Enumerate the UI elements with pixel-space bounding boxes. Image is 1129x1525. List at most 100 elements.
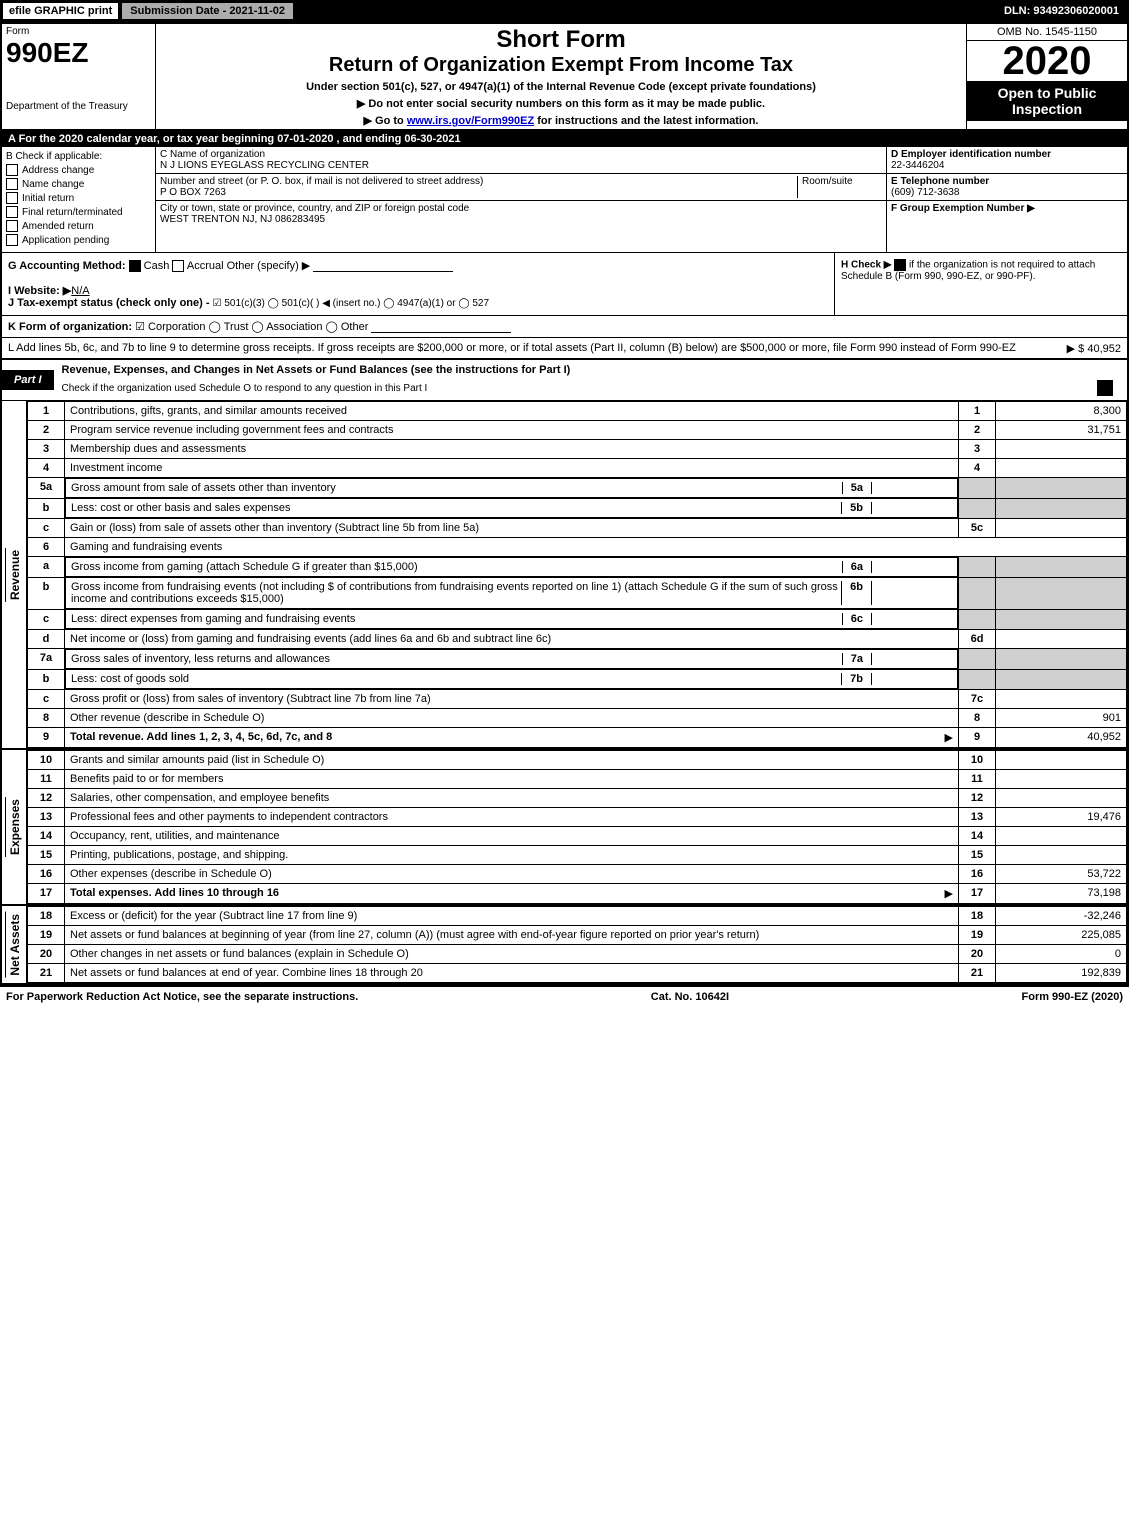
chk-cash[interactable] [129, 260, 141, 272]
lbl-final: Final return/terminated [22, 207, 123, 218]
expenses-section: Expenses 10Grants and similar amounts pa… [2, 750, 1127, 906]
l-text: L Add lines 5b, 6c, and 7b to line 9 to … [8, 342, 1016, 354]
line-12: Salaries, other compensation, and employ… [65, 789, 959, 808]
irs-link[interactable]: www.irs.gov/Form990EZ [407, 115, 534, 127]
check-applicable: B Check if applicable: Address change Na… [2, 147, 156, 252]
chk-amended[interactable] [6, 220, 18, 232]
print-button[interactable]: efile GRAPHIC print [2, 2, 119, 20]
gh-row: G Accounting Method: Cash Accrual Other … [2, 253, 1127, 316]
subtitle-ssn: ▶ Do not enter social security numbers o… [162, 97, 960, 110]
org-info: C Name of organization N J LIONS EYEGLAS… [156, 147, 886, 252]
part1-header: Part I Revenue, Expenses, and Changes in… [2, 359, 1127, 401]
city-label: City or town, state or province, country… [160, 203, 469, 214]
line-3: Membership dues and assessments [65, 440, 959, 459]
revenue-table: 1Contributions, gifts, grants, and simil… [27, 401, 1127, 748]
sub-6a: 6a [842, 561, 872, 573]
title-short-form: Short Form [162, 26, 960, 54]
line-9: Total revenue. Add lines 1, 2, 3, 4, 5c,… [70, 731, 332, 743]
amt-3 [996, 440, 1127, 459]
tax-year: 2020 [967, 41, 1127, 81]
lbl-other: Other (specify) ▶ [227, 260, 311, 272]
line-21: Net assets or fund balances at end of ye… [65, 964, 959, 983]
line-1: Contributions, gifts, grants, and simila… [65, 402, 959, 421]
part1-sub: Check if the organization used Schedule … [62, 383, 1097, 394]
line-15: Printing, publications, postage, and shi… [65, 846, 959, 865]
line-11: Benefits paid to or for members [65, 770, 959, 789]
chk-part1-o[interactable] [1097, 380, 1113, 396]
footer-mid: Cat. No. 10642I [651, 991, 729, 1003]
part1-title: Revenue, Expenses, and Changes in Net As… [54, 360, 1127, 380]
line-5a: Gross amount from sale of assets other t… [71, 482, 842, 494]
chk-address[interactable] [6, 164, 18, 176]
right-info: D Employer identification number 22-3446… [886, 147, 1127, 252]
chk-initial[interactable] [6, 192, 18, 204]
department: Department of the Treasury [6, 101, 151, 112]
amt-19: 225,085 [996, 926, 1127, 945]
line-4: Investment income [65, 459, 959, 478]
l-row: L Add lines 5b, 6c, and 7b to line 9 to … [2, 338, 1127, 359]
footer: For Paperwork Reduction Act Notice, see … [0, 987, 1129, 1007]
amt-6d [996, 630, 1127, 649]
dln: DLN: 93492306020001 [994, 3, 1129, 19]
addr-label: Number and street (or P. O. box, if mail… [160, 176, 483, 187]
side-revenue: Revenue [5, 548, 24, 602]
header-mid: Short Form Return of Organization Exempt… [156, 24, 966, 129]
title-return: Return of Organization Exempt From Incom… [162, 54, 960, 77]
line-16: Other expenses (describe in Schedule O) [65, 865, 959, 884]
line-6a: Gross income from gaming (attach Schedul… [71, 561, 842, 573]
city-val: WEST TRENTON NJ, NJ 086283495 [160, 214, 325, 225]
sub-6c: 6c [842, 613, 872, 625]
sub-5a: 5a [842, 482, 872, 494]
addr-val: P O BOX 7263 [160, 187, 226, 198]
goto-pre: ▶ Go to [364, 115, 407, 127]
line-6d: Net income or (loss) from gaming and fun… [65, 630, 959, 649]
room-suite: Room/suite [797, 176, 882, 198]
chk-name[interactable] [6, 178, 18, 190]
netassets-table: 18Excess or (deficit) for the year (Subt… [27, 906, 1127, 983]
k-label: K Form of organization: [8, 321, 132, 333]
form-number: 990EZ [6, 37, 151, 69]
amt-10 [996, 751, 1127, 770]
ein: 22-3446204 [891, 160, 944, 171]
amt-14 [996, 827, 1127, 846]
header-right: OMB No. 1545-1150 2020 Open to Public In… [966, 24, 1127, 129]
amt-8: 901 [996, 709, 1127, 728]
chk-pending[interactable] [6, 234, 18, 246]
g-label: G Accounting Method: [8, 260, 126, 272]
h-label: H Check ▶ [841, 260, 891, 271]
lbl-address: Address change [22, 165, 94, 176]
h-section: H Check ▶ if the organization is not req… [834, 253, 1127, 315]
l-amt: ▶ $ 40,952 [1067, 342, 1121, 355]
chk-final[interactable] [6, 206, 18, 218]
header-left: Form 990EZ Department of the Treasury [2, 24, 156, 129]
line-20: Other changes in net assets or fund bala… [65, 945, 959, 964]
j-opts: ☑ 501(c)(3) ◯ 501(c)( ) ◀ (insert no.) ◯… [213, 298, 489, 309]
goto-post: for instructions and the latest informat… [534, 115, 758, 127]
amt-17: 73,198 [996, 884, 1127, 904]
top-bar: efile GRAPHIC print Submission Date - 20… [0, 0, 1129, 22]
amt-7c [996, 690, 1127, 709]
amt-13: 19,476 [996, 808, 1127, 827]
d-label: D Employer identification number [891, 149, 1051, 160]
line-17: Total expenses. Add lines 10 through 16 [70, 887, 279, 899]
line-6b: Gross income from fundraising events (no… [71, 581, 841, 605]
line-8: Other revenue (describe in Schedule O) [65, 709, 959, 728]
part1-label: Part I [2, 370, 54, 390]
subtitle-goto: ▶ Go to www.irs.gov/Form990EZ for instru… [162, 114, 960, 127]
line-14: Occupancy, rent, utilities, and maintena… [65, 827, 959, 846]
chk-h[interactable] [894, 259, 906, 271]
amt-15 [996, 846, 1127, 865]
form-header: Form 990EZ Department of the Treasury Sh… [2, 24, 1127, 131]
amt-11 [996, 770, 1127, 789]
amt-1: 8,300 [996, 402, 1127, 421]
netassets-section: Net Assets 18Excess or (deficit) for the… [2, 906, 1127, 985]
line-5b: Less: cost or other basis and sales expe… [71, 502, 841, 514]
lbl-pending: Application pending [22, 235, 109, 246]
lbl-accrual: Accrual [187, 260, 224, 272]
sub-6b: 6b [841, 581, 872, 605]
revenue-section: Revenue 1Contributions, gifts, grants, a… [2, 401, 1127, 750]
lbl-cash: Cash [144, 260, 170, 272]
chk-accrual[interactable] [172, 260, 184, 272]
sub-5b: 5b [841, 502, 872, 514]
line-7b: Less: cost of goods sold [71, 673, 841, 685]
